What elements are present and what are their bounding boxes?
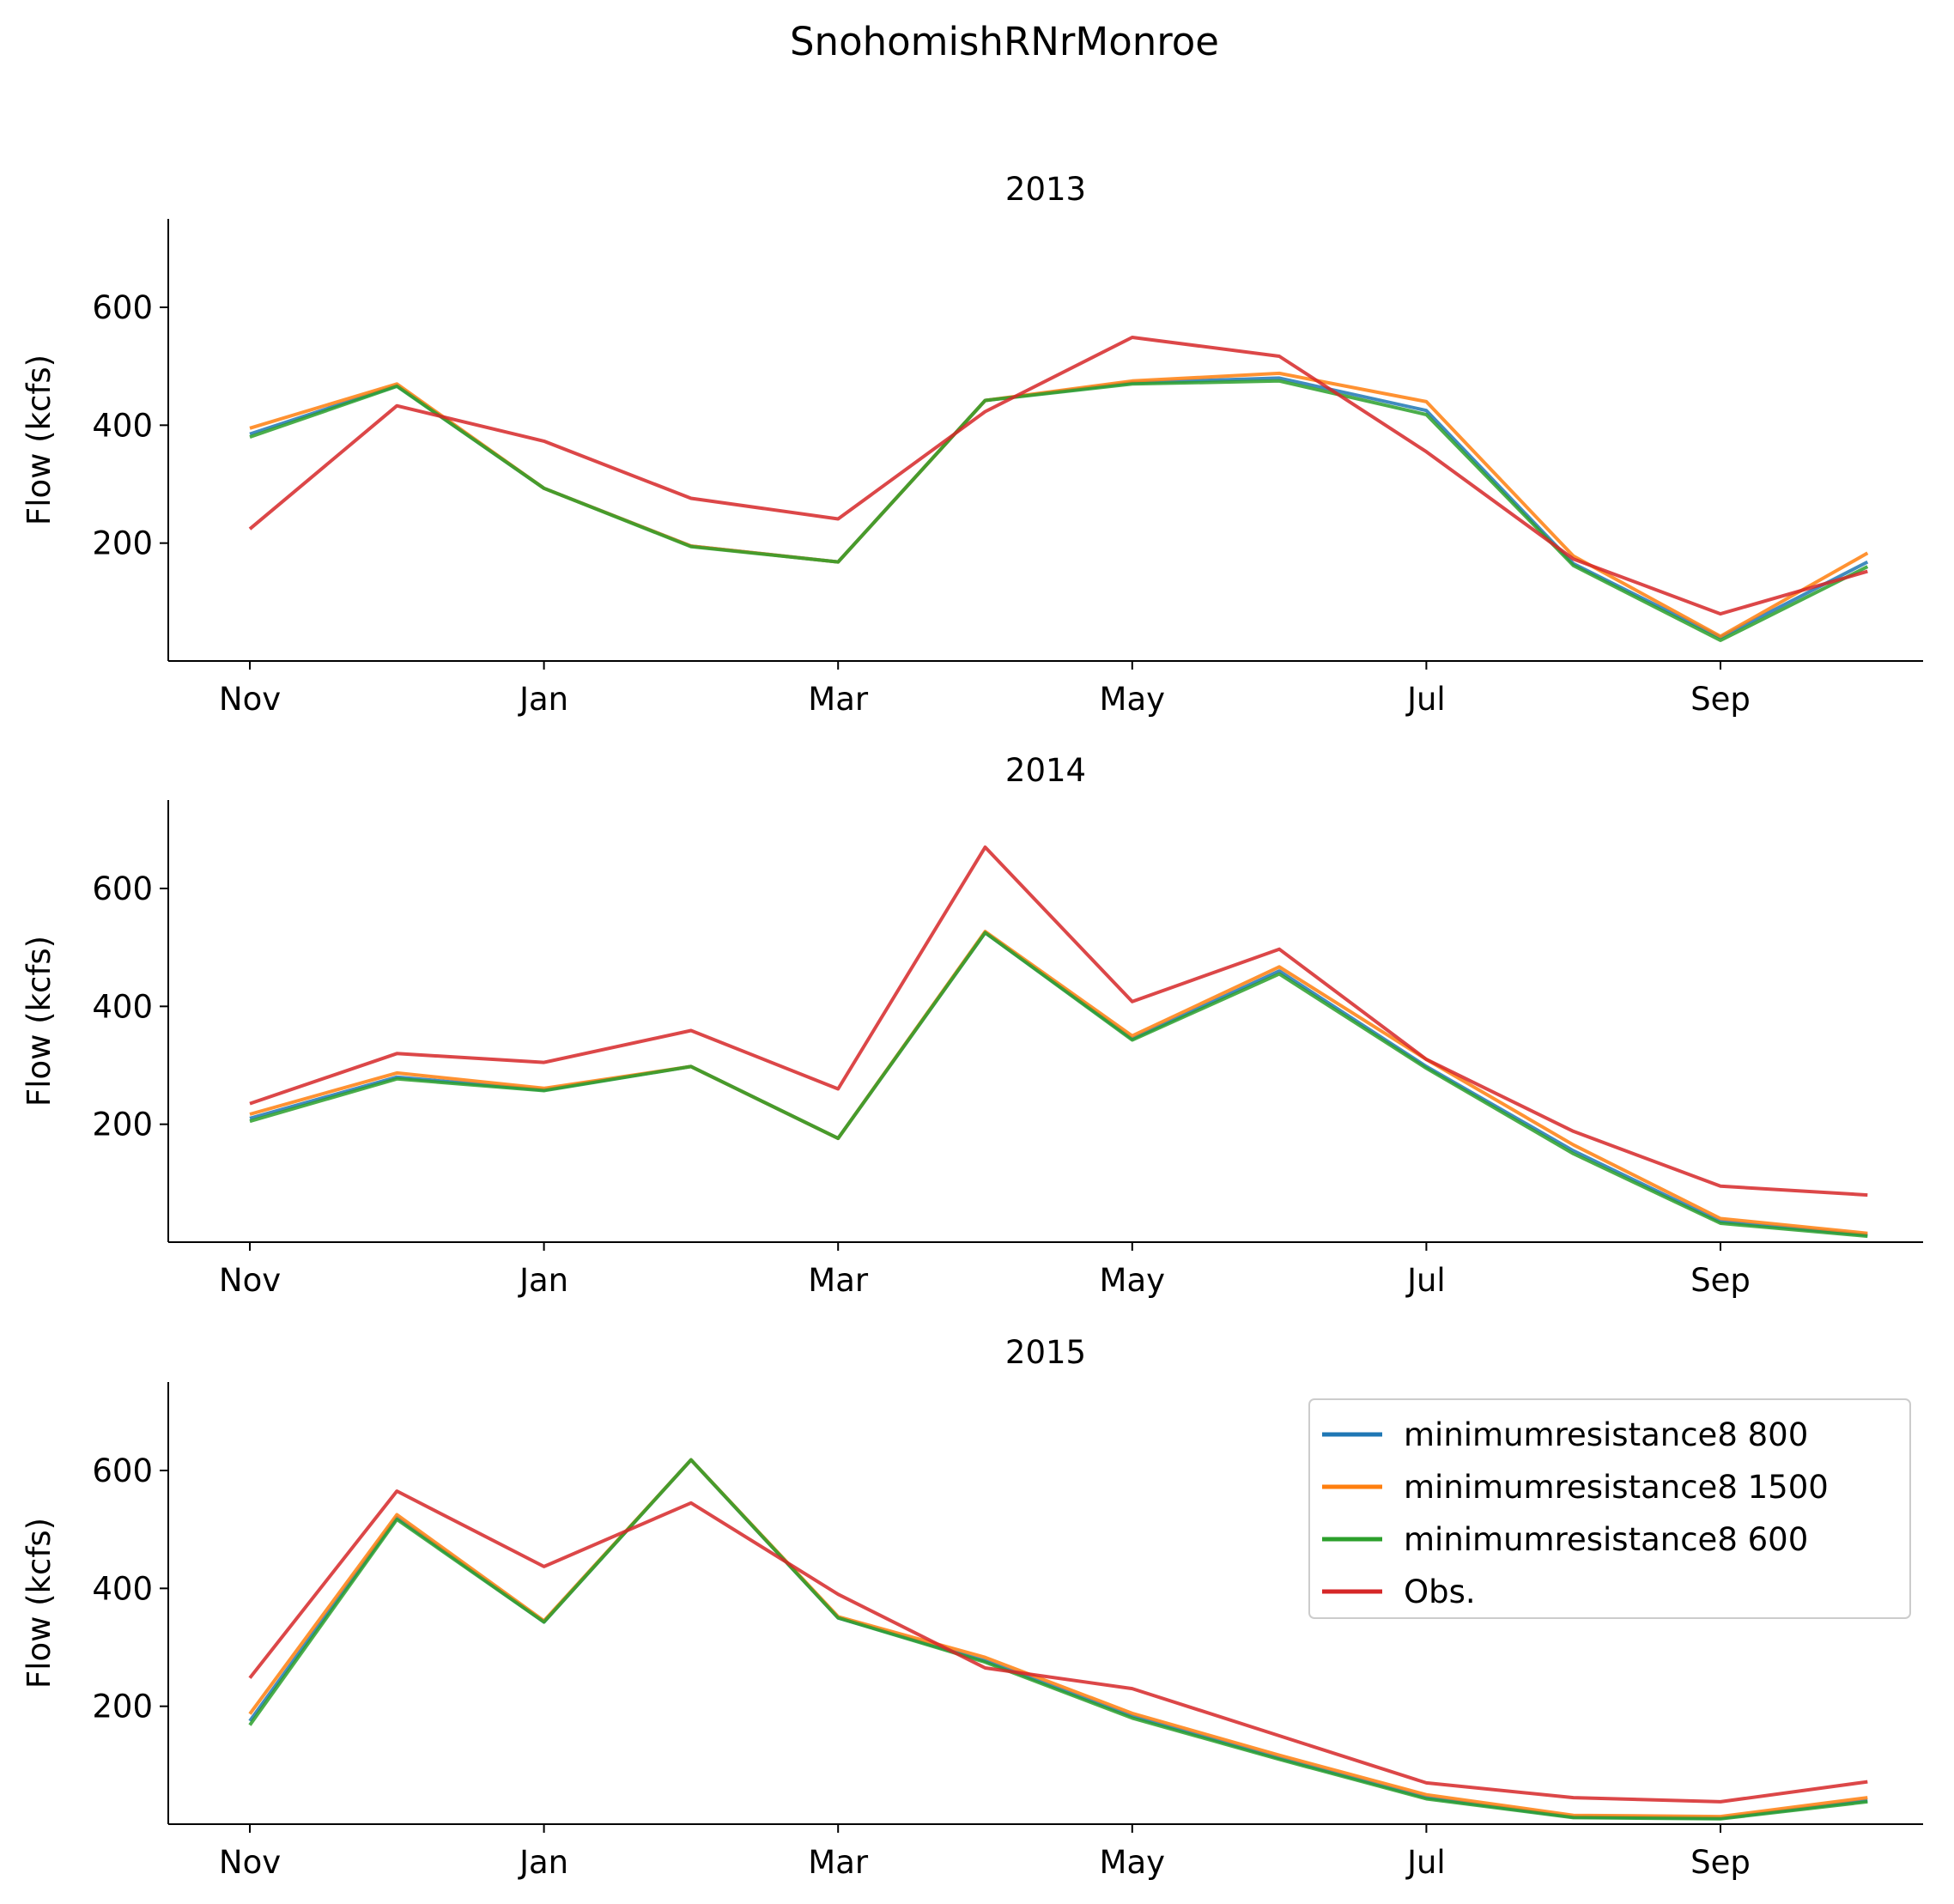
x-tick-label: Jan	[518, 681, 568, 718]
legend: minimumresistance8 800 minimumresistance8…	[1308, 1398, 1911, 1619]
series-line-obs	[248, 1489, 1868, 1804]
x-tick-label: Mar	[808, 1844, 869, 1881]
y-axis-label: Flow (kcfs)	[21, 355, 58, 525]
x-tick-label: Jul	[1405, 681, 1446, 718]
legend-label-obs: Obs.	[1404, 1574, 1476, 1610]
subplot-2013: 2013 200 400 600 Nov Jan Mar May Jul Sep Flow (kcf…	[21, 171, 1923, 718]
x-tick-label: May	[1100, 681, 1166, 718]
y-tick-label: 600	[92, 1452, 153, 1489]
y-tick-label: 600	[92, 870, 153, 907]
y-tick-label: 400	[92, 988, 153, 1025]
subplot-title: 2015	[1005, 1334, 1086, 1371]
series-line-minimumresistance8-600	[249, 931, 1868, 1239]
x-tick-label: May	[1100, 1262, 1166, 1299]
y-tick-label: 400	[92, 1570, 153, 1607]
x-tick-label: Nov	[219, 1844, 281, 1881]
series-line-minimumresistance8-600	[248, 1458, 1868, 1821]
legend-frame	[1308, 1398, 1911, 1619]
y-tick-label: 600	[92, 289, 153, 326]
x-tick-label: Mar	[808, 1262, 869, 1299]
x-tick-label: Sep	[1690, 1262, 1751, 1299]
legend-label-minimumresistance8-800: minimumresistance8 800	[1404, 1416, 1808, 1453]
y-axis-label: Flow (kcfs)	[21, 936, 58, 1107]
y-tick-label: 200	[92, 525, 153, 562]
series-line-obs	[248, 336, 1868, 616]
x-tick-label: Sep	[1690, 681, 1751, 718]
series-line-obs	[249, 845, 1868, 1198]
subplot-2015: 2015 200 400 600 Nov Jan Mar May Jul Sep Flow (kcf…	[21, 1334, 1923, 1881]
figure-title: SnohomishRNrMonroe	[790, 19, 1219, 64]
series-line-minimumresistance8-600	[249, 379, 1869, 642]
x-tick-label: Jul	[1405, 1844, 1446, 1881]
y-axis-label: Flow (kcfs)	[21, 1518, 58, 1689]
y-tick-label: 400	[92, 407, 153, 444]
y-tick-label: 200	[92, 1689, 153, 1725]
x-tick-label: Jul	[1405, 1262, 1446, 1299]
x-tick-label: Nov	[219, 1262, 281, 1299]
y-tick-label: 200	[92, 1107, 153, 1143]
x-tick-label: May	[1100, 1844, 1166, 1881]
x-tick-label: Sep	[1690, 1844, 1751, 1881]
legend-label-minimumresistance8-1500: minimumresistance8 1500	[1404, 1469, 1829, 1506]
subplot-2014: 2014 200 400 600 Nov Jan Mar May Jul Sep Flow (kcf…	[21, 752, 1923, 1299]
subplot-title: 2014	[1005, 752, 1086, 789]
series-line-minimumresistance8-1500	[249, 930, 1868, 1235]
subplot-title: 2013	[1005, 171, 1086, 208]
x-tick-label: Jan	[518, 1262, 568, 1299]
subplots: 2013 200 400 600 Nov Jan Mar May Jul Sep Flow (kcf…	[21, 171, 1923, 1881]
legend-label-minimumresistance8-600: minimumresistance8 600	[1404, 1521, 1808, 1558]
x-tick-label: Nov	[219, 681, 281, 718]
x-tick-label: Mar	[808, 681, 869, 718]
x-tick-label: Jan	[518, 1844, 568, 1881]
